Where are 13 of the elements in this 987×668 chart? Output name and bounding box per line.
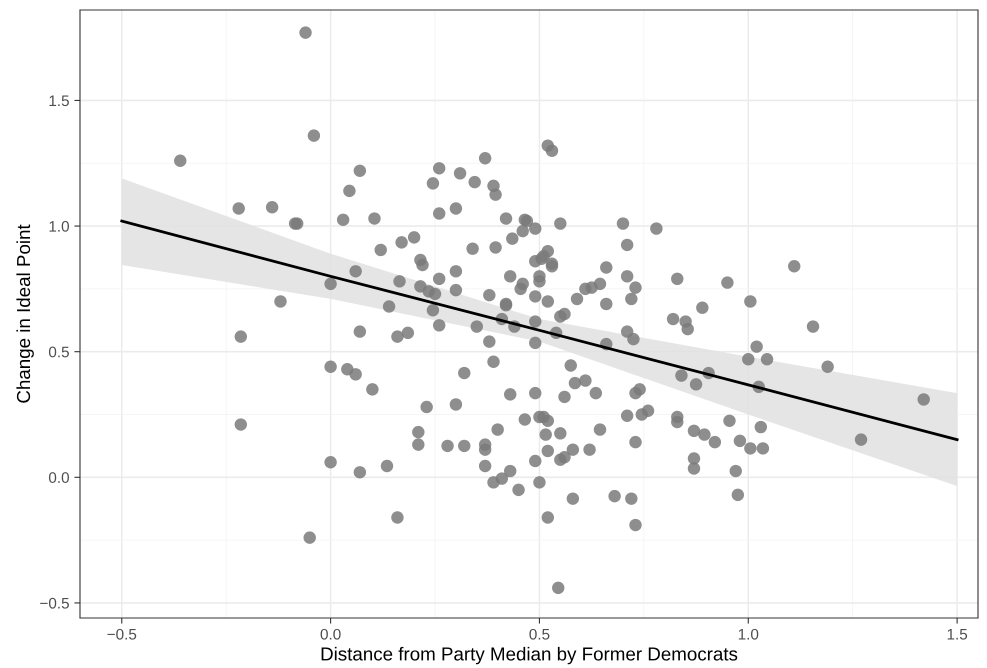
line-series [120,220,959,442]
x-tick-label: 1.0 [738,628,758,640]
x-tick-label: 1.5 [948,628,968,640]
y-tick-label: 1.5 [50,95,69,106]
y-axis-title: Change in Ideal Point [16,224,34,403]
y-tick-label: 0.0 [48,472,69,483]
y-tick-label: −0.5 [40,598,69,609]
x-tick-label: −0.5 [107,628,136,640]
x-tick-label: 0.0 [320,628,341,640]
y-tick-label: 1.0 [50,220,69,232]
x-tick-label: 0.5 [529,628,550,640]
x-axis-title: Distance from Party Median by Former Democrats [322,646,738,664]
y-tick-label: 0.5 [48,346,69,358]
